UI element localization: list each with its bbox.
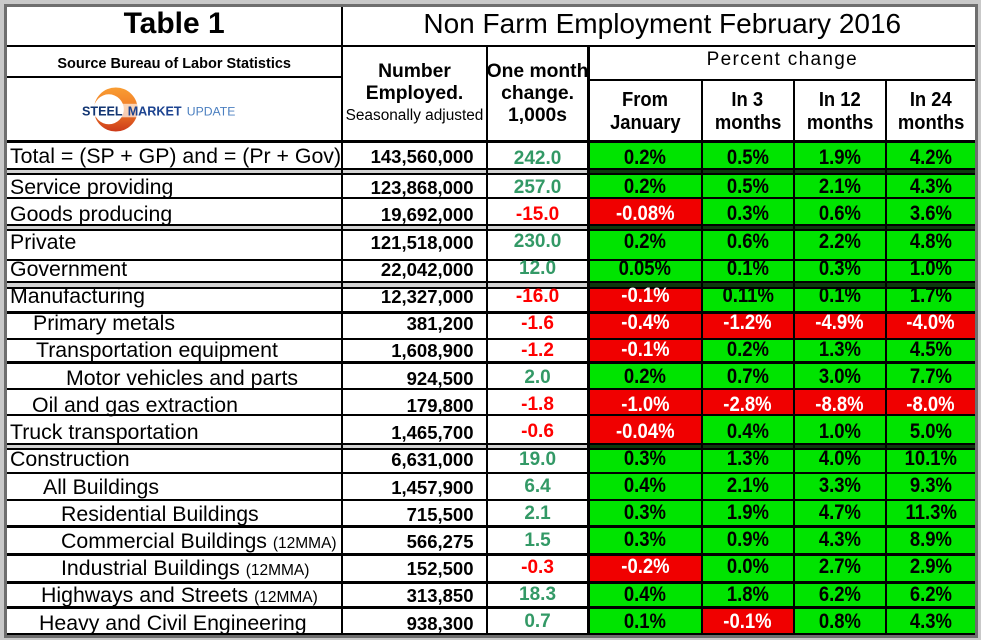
svg-text:STEEL: STEEL — [82, 105, 123, 119]
svg-text:MARKET: MARKET — [128, 105, 182, 119]
svg-text:UPDATE: UPDATE — [187, 105, 236, 119]
